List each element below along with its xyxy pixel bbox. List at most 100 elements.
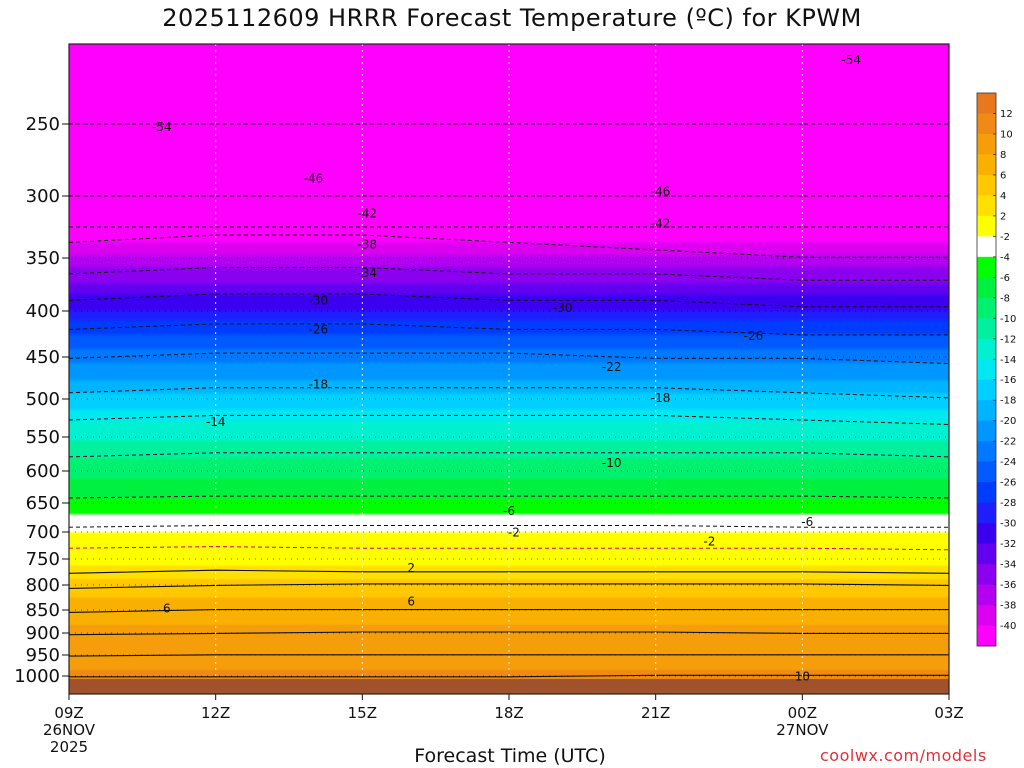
colorbar-swatch [977,195,996,217]
grid-lines [69,44,949,694]
colorbar-label: -8 [1000,293,1010,304]
colorbar-label: 12 [1000,109,1013,120]
colorbar-label: -30 [1000,519,1016,530]
colorbar-swatch [977,584,996,606]
contour-label: -6 [801,515,813,529]
colorbar-label: -38 [1000,601,1016,612]
colorbar-label: -20 [1000,416,1016,427]
y-tick-label: 500 [26,389,60,410]
y-tick-label: 350 [26,248,60,269]
x-tick-label: 15Z [348,704,377,722]
colorbar-label: -32 [1000,539,1016,550]
x-tick-label: 03Z [934,704,963,722]
colorbar-swatch [977,564,996,586]
contour-line-950 [69,654,949,657]
colorbar-swatch [977,441,996,463]
colorbar-swatch [977,523,996,545]
colorbar-swatch [977,461,996,483]
colorbar-swatch [977,256,996,278]
contour-label: -46 [304,172,324,186]
colorbar-swatch [977,297,996,319]
contour-label: -18 [309,378,329,392]
contour-label: 10 [795,670,810,684]
y-tick-label: 250 [26,114,60,135]
contour-label: -30 [309,293,329,307]
colorbar-label: -6 [1000,273,1010,284]
colorbar-label: 6 [1000,170,1006,181]
colorbar-label: 4 [1000,191,1006,202]
colorbar-label: -24 [1000,457,1016,468]
x-tick-label: 26NOV [43,721,96,739]
x-axis-title: Forecast Time (UTC) [414,745,606,767]
colorbar-label: -34 [1000,560,1016,571]
contour-label: -42 [651,216,671,230]
y-tick-label: 700 [26,522,60,543]
colorbar-swatch [977,543,996,565]
colorbar-swatch [977,215,996,237]
x-tick-label: 12Z [201,704,230,722]
colorbar-label: -18 [1000,396,1016,407]
x-tick-label: 00Z [788,704,817,722]
y-tick-label: 400 [26,301,60,322]
colorbar-label: -14 [1000,355,1016,366]
contour-label: -2 [508,526,520,540]
colorbar-label: 2 [1000,211,1006,222]
x-tick-label: 27NOV [776,721,829,739]
colorbar-swatch [977,605,996,627]
colorbar-swatch [977,379,996,401]
colorbar: 12 10 8 6 4 2 -2 -4 -6 -8 -10 -12 -14 -16 -18 -20 -22 -24… [976,92,1016,647]
colorbar-label: 8 [1000,150,1006,161]
contour-label: 2 [407,561,415,575]
y-tick-label: 900 [26,623,60,644]
colorbar-label: -36 [1000,580,1016,591]
contour-label: -38 [357,237,377,251]
ground-below-surface [69,679,949,694]
contour-label: -26 [309,322,329,336]
contour-label: -18 [651,391,671,405]
contour-label: -54 [841,53,861,67]
y-tick-label: 1000 [14,666,60,687]
x-tick-label: 2025 [50,738,88,756]
y-tick-label: 850 [26,600,60,621]
colorbar-swatch [977,502,996,524]
colorbar-label: -26 [1000,478,1016,489]
colorbar-swatch [977,93,996,114]
colorbar-swatch [977,338,996,360]
colorbar-swatch [977,277,996,299]
contour-label: -34 [357,266,377,280]
contour-value-labels: -54-54-46-46-42-42-38-34-30-30-26 -26-22-… [152,53,861,684]
colorbar-label: -40 [1000,621,1016,632]
x-tick-label: 18Z [494,704,523,722]
y-tick-label: 450 [26,347,60,368]
colorbar-swatch [977,236,996,258]
colorbar-swatch [977,420,996,442]
colorbar-swatch [977,400,996,422]
colorbar-swatch [977,133,996,155]
y-axis-pressure-labels: 2503003504004505005506006507007508008509… [14,114,69,687]
colorbar-swatch [977,318,996,340]
colorbar-swatch [977,359,996,381]
y-tick-label: 550 [26,427,60,448]
colorbar-label: -16 [1000,375,1016,386]
contour-label: -6 [503,504,515,518]
x-tick-label: 09Z [54,704,83,722]
y-tick-label: 750 [26,549,60,570]
contour-label: -22 [602,360,622,374]
colorbar-label: -2 [1000,232,1010,243]
contour-label: -10 [602,456,622,470]
colorbar-label: -28 [1000,498,1016,509]
colorbar-swatch [977,113,996,135]
colorbar-label: 10 [1000,129,1013,140]
source-credit[interactable]: coolwx.com/models [820,746,987,765]
y-tick-label: 600 [26,461,60,482]
contour-label: -26 [744,329,764,343]
x-tick-label: 21Z [641,704,670,722]
colorbar-swatch [977,174,996,196]
contour-label: -14 [206,415,226,429]
y-tick-label: 950 [26,645,60,666]
contour-label: 6 [163,602,171,616]
colorbar-label: -4 [1000,252,1010,263]
chart-title: 2025112609 HRRR Forecast Temperature (ºC… [162,4,862,32]
y-tick-label: 300 [26,186,60,207]
